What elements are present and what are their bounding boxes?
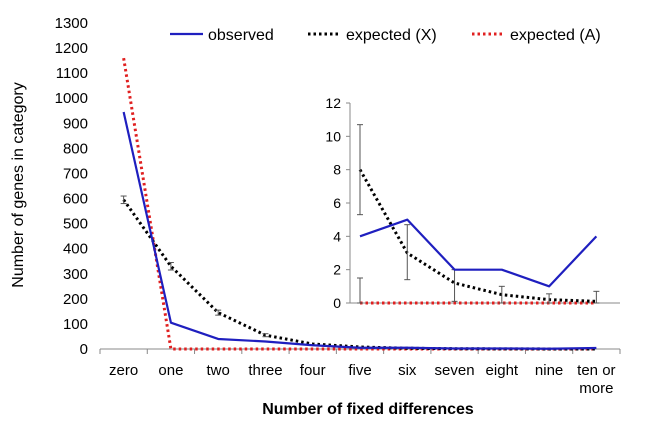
- x-tick-label: nine: [535, 362, 563, 379]
- main-series: [120, 57, 597, 351]
- legend-label: expected (A): [510, 27, 601, 44]
- y-tick-label: 300: [63, 266, 88, 283]
- inset-y-tick-label: 6: [333, 195, 341, 211]
- inset-y-tick-label: 0: [333, 295, 341, 311]
- y-tick-label: 1100: [56, 65, 88, 82]
- x-tick-label: two: [207, 362, 230, 379]
- legend: observed expected (X) expected (A): [170, 27, 601, 44]
- y-tick-label: 900: [63, 115, 88, 132]
- legend-label: observed: [208, 27, 274, 44]
- y-axis-title: Number of genes in category: [10, 82, 27, 287]
- y-tick-label: 700: [63, 165, 88, 182]
- x-tick-label: four: [300, 362, 326, 379]
- y-tick-label: 1000: [55, 90, 88, 107]
- x-tick-label: zero: [109, 362, 138, 379]
- x-tick-label: one: [158, 362, 183, 379]
- legend-label: expected (X): [346, 27, 437, 44]
- x-tick-label: seven: [435, 362, 475, 379]
- y-tick-label: 0: [80, 341, 88, 358]
- x-tick-label: five: [348, 362, 371, 379]
- series-line-expected-x: [122, 198, 597, 351]
- y-tick-label: 600: [63, 191, 88, 208]
- inset-series-line-observed: [359, 218, 598, 288]
- inset-axes: 0 2 4 6 8 10 12: [325, 95, 620, 311]
- x-axis-title: Number of fixed differences: [262, 401, 474, 418]
- y-tick-label: 1300: [55, 15, 88, 32]
- x-tick-label: six: [398, 362, 417, 379]
- x-tick-label: ten or more: [577, 362, 615, 397]
- y-tick-label: 1200: [55, 40, 88, 57]
- inset-series-line-expected-x: [358, 168, 597, 303]
- inset-series: [357, 124, 600, 305]
- x-tick-label: eight: [486, 362, 519, 379]
- inset-y-tick-label: 4: [333, 228, 341, 244]
- y-tick-label: 100: [63, 316, 88, 333]
- series-line-expected-a: [122, 57, 597, 351]
- series-line-observed: [122, 111, 597, 350]
- y-tick-label: 400: [63, 241, 88, 258]
- inset-y-tick-label: 2: [333, 262, 341, 278]
- y-tick-label: 800: [63, 140, 88, 157]
- inset-y-tick-label: 12: [325, 95, 341, 111]
- inset-y-tick-label: 8: [333, 162, 341, 178]
- y-tick-label: 500: [63, 216, 88, 233]
- x-tick-label: three: [248, 362, 282, 379]
- y-tick-label: 200: [63, 291, 88, 308]
- inset-y-tick-label: 10: [325, 128, 341, 144]
